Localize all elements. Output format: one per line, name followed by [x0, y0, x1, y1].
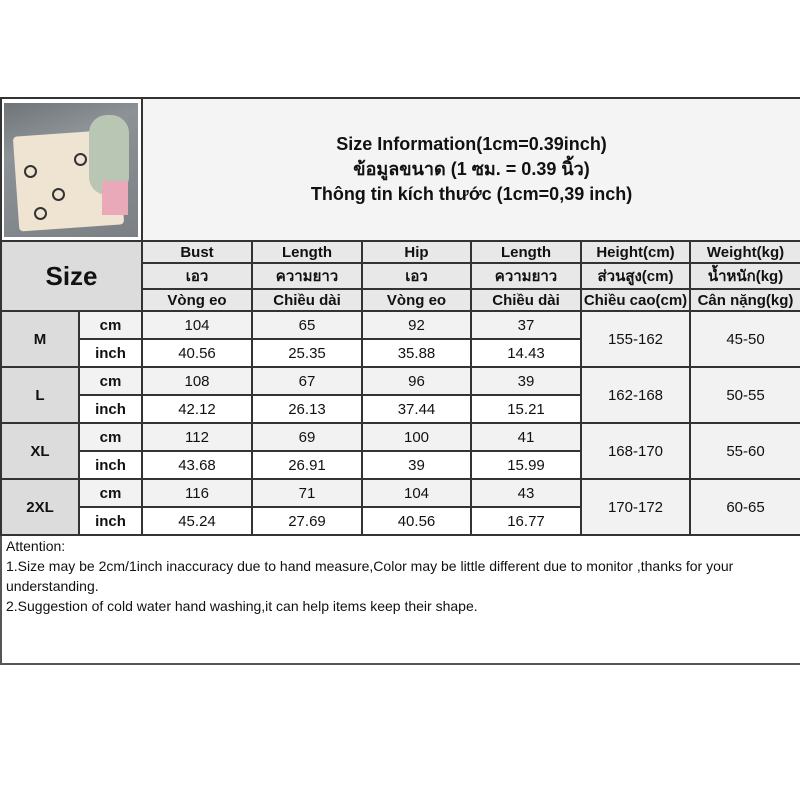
weight-range: 50-55 [688, 366, 800, 424]
measurement-cell: 26.91 [251, 450, 363, 480]
header-en-1: Length [251, 240, 363, 264]
measurement-cell: 14.43 [470, 338, 582, 368]
unit-label: inch [78, 338, 143, 368]
measurement-cell: 69 [251, 422, 363, 452]
size-label: 2XL [0, 478, 80, 536]
header-th-5: น้ำหนัก(kg) [688, 262, 800, 290]
height-range: 170-172 [580, 478, 691, 536]
unit-label: cm [78, 366, 143, 396]
measurement-cell: 39 [470, 366, 582, 396]
header-vi-3: Chiều dài [470, 288, 582, 312]
measurement-cell: 15.21 [470, 394, 582, 424]
table-row: inch 40.56 25.35 35.88 14.43 [1, 338, 800, 368]
measurement-cell: 41 [470, 422, 582, 452]
header-en-4: Height(cm) [580, 240, 691, 264]
header-vi-4: Chiều cao(cm) [580, 288, 691, 312]
height-range: 162-168 [580, 366, 691, 424]
attention-notes: Attention: 1.Size may be 2cm/1inch inacc… [0, 534, 800, 665]
header-en-0: Bust [141, 240, 253, 264]
measurement-cell: 108 [141, 366, 253, 396]
title-th: ข้อมูลขนาด (1 ซม. = 0.39 นิ้ว) [353, 159, 590, 179]
measurement-cell: 104 [361, 478, 472, 508]
header-en-3: Length [470, 240, 582, 264]
size-label: M [0, 310, 80, 368]
product-photo-cell [0, 97, 143, 242]
weight-range: 55-60 [688, 422, 800, 480]
table-row: inch 42.12 26.13 37.44 15.21 [1, 394, 800, 424]
size-label: L [0, 366, 80, 424]
measurement-cell: 35.88 [361, 338, 472, 368]
measurement-cell: 40.56 [361, 506, 472, 536]
measurement-cell: 16.77 [470, 506, 582, 536]
weight-range: 45-50 [688, 310, 800, 368]
header-th-2: เอว [361, 262, 472, 290]
attention-note-1: 1.Size may be 2cm/1inch inaccuracy due t… [6, 558, 734, 594]
measurement-cell: 67 [251, 366, 363, 396]
header-vi-1: Chiều dài [251, 288, 363, 312]
product-photo [4, 102, 138, 237]
weight-range: 60-65 [688, 478, 800, 536]
header-en-5: Weight(kg) [688, 240, 800, 264]
table-row: XL cm 112 69 100 41 168-170 55-60 [0, 422, 800, 480]
measurement-cell: 25.35 [251, 338, 363, 368]
measurement-cell: 37.44 [361, 394, 472, 424]
height-range: 168-170 [580, 422, 691, 480]
measurement-cell: 43 [470, 478, 582, 508]
header-th-4: ส่วนสูง(cm) [580, 262, 691, 290]
header-th-0: เอว [141, 262, 253, 290]
measurement-cell: 112 [141, 422, 253, 452]
measurement-cell: 104 [141, 310, 253, 340]
header-th-3: ความยาว [470, 262, 582, 290]
measurement-cell: 96 [361, 366, 472, 396]
measurement-cell: 37 [470, 310, 582, 340]
unit-label: inch [78, 450, 143, 480]
header-vi-5: Cân nặng(kg) [688, 288, 800, 312]
size-chart-table: Size Information(1cm=0.39inch) ข้อมูลขนา… [0, 97, 800, 665]
attention-note-2: 2.Suggestion of cold water hand washing,… [6, 598, 478, 614]
measurement-cell: 65 [251, 310, 363, 340]
title-vi: Thông tin kích thước (1cm=0,39 inch) [310, 184, 633, 204]
height-range: 155-162 [580, 310, 691, 368]
measurement-cell: 26.13 [251, 394, 363, 424]
measurement-cell: 27.69 [251, 506, 363, 536]
unit-label: inch [78, 394, 143, 424]
title-cell: Size Information(1cm=0.39inch) ข้อมูลขนา… [140, 97, 800, 242]
measurement-cell: 39 [361, 450, 472, 480]
table-row: 2XL cm 116 71 104 43 170-172 60-65 [0, 478, 800, 536]
table-row: inch 43.68 26.91 39 15.99 [1, 450, 800, 480]
measurement-cell: 92 [361, 310, 472, 340]
measurement-cell: 15.99 [470, 450, 582, 480]
header-vi-2: Vòng eo [361, 288, 472, 312]
header-th-1: ความยาว [251, 262, 363, 290]
measurement-cell: 40.56 [141, 338, 253, 368]
measurement-cell: 42.12 [141, 394, 253, 424]
size-header: Size [0, 240, 143, 312]
unit-label: cm [78, 422, 143, 452]
measurement-cell: 71 [251, 478, 363, 508]
attention-title: Attention: [6, 538, 66, 554]
header-vi-0: Vòng eo [141, 288, 253, 312]
size-label: XL [0, 422, 80, 480]
unit-label: inch [78, 506, 143, 536]
measurement-cell: 116 [141, 478, 253, 508]
table-row: inch 45.24 27.69 40.56 16.77 [1, 506, 800, 536]
measurement-cell: 100 [361, 422, 472, 452]
unit-label: cm [78, 310, 143, 340]
header-en-2: Hip [361, 240, 472, 264]
title-en: Size Information(1cm=0.39inch) [336, 134, 607, 154]
measurement-cell: 45.24 [141, 506, 253, 536]
measurement-cell: 43.68 [141, 450, 253, 480]
unit-label: cm [78, 478, 143, 508]
